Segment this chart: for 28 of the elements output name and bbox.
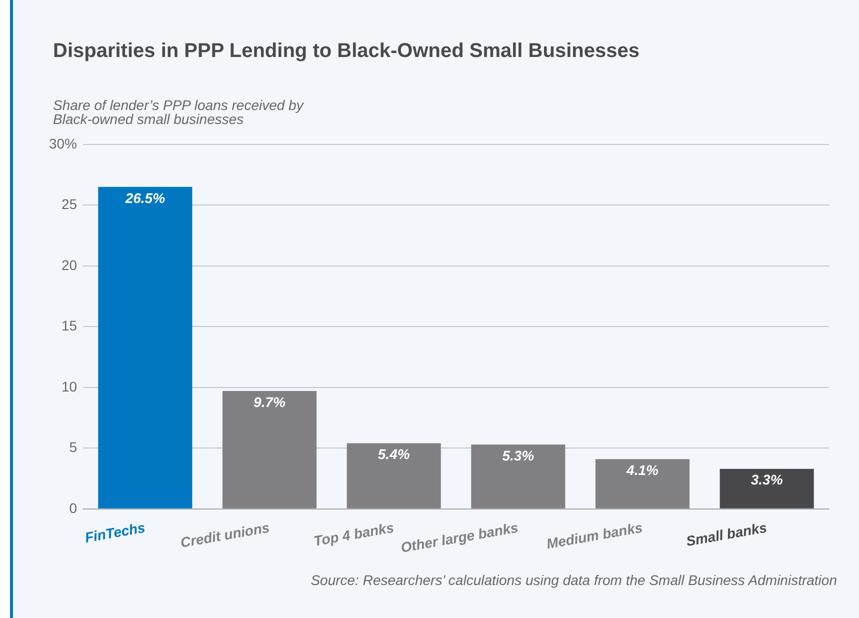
- x-tick-label: Medium banks: [545, 519, 644, 552]
- bar: [346, 443, 441, 508]
- bar: [720, 468, 814, 508]
- y-tick-label: 20: [61, 256, 78, 273]
- x-tick-label: Small banks: [684, 519, 768, 550]
- data-label: 3.3%: [750, 472, 784, 488]
- y-tick-label: 15: [61, 318, 78, 334]
- y-tick-label: 10: [61, 378, 78, 394]
- data-label: 5.3%: [502, 447, 535, 464]
- bar: [98, 186, 192, 508]
- y-axis-title: Share of lender’s PPP loans received by Black-owned small businesses: [53, 97, 305, 127]
- bar: [222, 391, 317, 508]
- y-tick-label: 30%: [48, 135, 78, 152]
- data-label: 4.1%: [626, 462, 660, 478]
- data-label: 5.4%: [378, 446, 410, 462]
- y-tick-label: 25: [61, 196, 78, 212]
- x-tick-label: FinTechs: [84, 519, 147, 546]
- data-label: 9.7%: [254, 394, 286, 410]
- y-tick-label: 5: [69, 439, 78, 456]
- x-tick-label: Top 4 banks: [312, 519, 396, 549]
- x-tick-label: Other large banks: [399, 519, 520, 556]
- bar: [471, 444, 566, 508]
- source-note: Source: Researchers’ calculations using data from the Small Business Administration: [310, 572, 837, 588]
- chart-title: Disparities in PPP Lending to Black-Owned Small Businesses: [53, 40, 640, 63]
- bar: [595, 459, 690, 508]
- data-label: 26.5%: [124, 190, 166, 206]
- x-tick-label: Credit unions: [179, 519, 271, 550]
- y-tick-label: 0: [69, 500, 78, 516]
